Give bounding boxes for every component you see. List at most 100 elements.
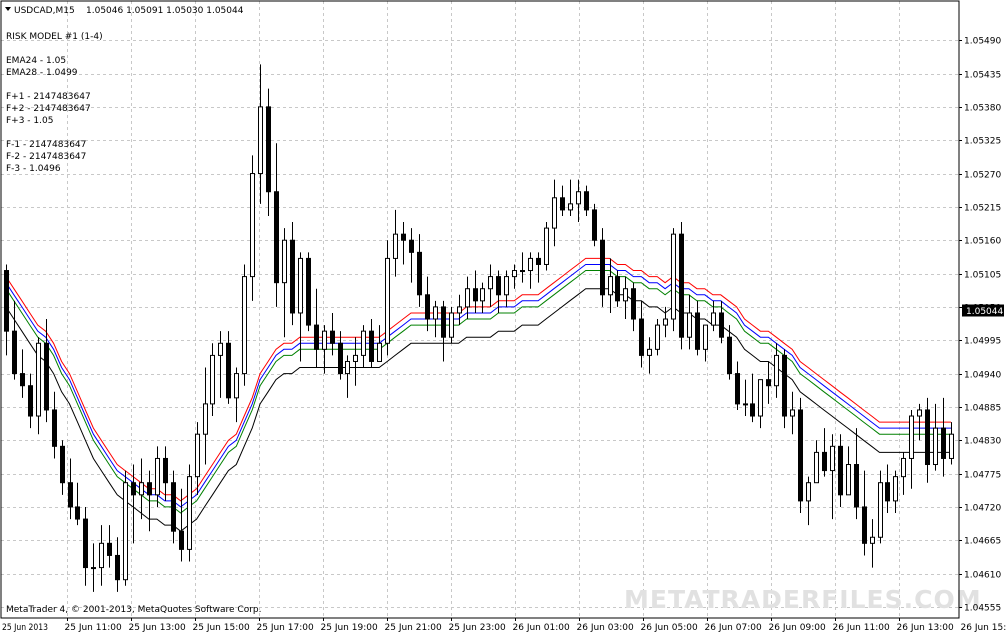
candle-body-bull [624,289,628,301]
candle-body-bull [775,355,779,385]
candle-body-bull [235,374,239,398]
candle-body-bear [799,410,803,501]
y-tick-label: 1.05380 [964,104,1001,114]
candle-body-bull [354,355,358,361]
x-tick-label: 26 Jun 03:00 [577,623,634,633]
y-tick-label: 1.04610 [964,571,1001,581]
candle-body-bear [426,295,430,319]
candle-body-bear [370,331,374,361]
candle-body-bear [291,240,295,313]
candle-body-bear [275,192,279,283]
x-tick-label: 26 Jun 15:00 [961,623,1006,633]
candle-body-bear [474,289,478,301]
candle-body-bear [418,252,422,294]
candle-body-bull [902,458,906,476]
candle [124,471,128,586]
candle-body-bull [831,446,835,470]
ema24-label: EMA24 - 1.05 [6,56,66,66]
candle-body-bull [910,416,914,458]
candle-body-bull [481,289,485,301]
ema28-label: EMA28 - 1.0499 [6,68,78,78]
f-minus-2-label: F-2 - 2147483647 [6,152,86,162]
x-tick-label-partial: 25 Jun 2013 [2,623,48,633]
candle-body-bear [767,380,771,386]
candle-body-bear [736,374,740,404]
x-tick-label: 26 Jun 01:00 [513,623,570,633]
y-tick-label: 1.05435 [964,71,1001,81]
y-tick-label: 1.04665 [964,537,1001,547]
y-tick-label: 1.04830 [964,437,1001,447]
candle-body-bull [513,271,517,277]
candle-body-bull [577,192,581,204]
candle-body-bull [489,277,493,289]
candle-body-bull [92,568,96,569]
candle-body-bear [823,452,827,470]
candle-body-bull [918,410,922,416]
x-tick-label: 26 Jun 05:00 [641,623,698,633]
candle-body-bull [815,452,819,482]
candle-body-bull [871,537,875,543]
x-tick-label: 25 Jun 23:00 [449,623,506,633]
candle-body-bull [664,319,668,325]
candle-body-bull [259,107,263,174]
candle-body-bull [124,483,128,580]
candle [545,222,549,270]
candle [307,252,311,331]
candle-body-bear [585,192,589,210]
candle-body-bear [116,555,120,579]
candle-body-bull [204,404,208,434]
candle-body-bear [863,507,867,543]
candle-body-bear [339,343,343,373]
candle-body-bear [410,240,414,252]
candle [672,228,676,331]
f-plus-3-label: F+3 - 1.05 [6,116,53,126]
candle-body-bull [521,271,525,272]
y-tick-label: 1.04775 [964,471,1001,481]
y-tick-label: 1.05215 [964,204,1001,214]
candle-body-bull [188,477,192,550]
candle-body-bull [807,483,811,501]
candle-body-bear [696,313,700,349]
candle-body-bull [211,355,215,403]
y-tick-label: 1.05270 [964,171,1001,181]
y-tick-label: 1.05490 [964,37,1001,47]
candle-body-bull [140,483,144,495]
x-tick-label: 26 Jun 07:00 [705,623,762,633]
watermark: METATRADERFILES.COM [624,585,982,614]
candle-body-bear [402,234,406,240]
y-tick-label: 1.04940 [964,371,1001,381]
candle-body-bull [712,313,716,325]
candle-body-bear [601,240,605,295]
candle-body-bull [950,434,954,458]
candle-body-bear [593,210,597,240]
ohlc-values: 1.05046 1.05091 1.05030 1.05044 [86,6,244,16]
candle-body-bear [45,343,49,410]
candle-body-bull [196,434,200,476]
x-tick-label: 25 Jun 17:00 [257,623,314,633]
candle-body-bull [251,174,255,277]
candle-body-bear [307,258,311,325]
f-minus-1-label: F-1 - 2147483647 [6,140,86,150]
y-tick-label: 1.04885 [964,404,1001,414]
symbol-label: USDCAD,M15 [14,6,75,16]
candle-body-bear [640,319,644,355]
current-price-label: 1.05044 [966,307,1003,317]
candle-body-bull [569,204,573,210]
candle-body-bear [561,198,565,210]
candle-body-bear [29,386,33,416]
candle-body-bull [704,325,708,349]
candle-body-bear [13,331,17,373]
candle-body-bull [299,258,303,313]
candle-body-bull [37,343,41,416]
candle-body-bear [148,483,152,495]
y-tick-label: 1.05160 [964,237,1001,247]
y-tick-label: 1.05105 [964,271,1001,281]
x-tick-label: 26 Jun 09:00 [769,623,826,633]
candle [601,228,605,307]
candle-body-bull [156,458,160,494]
x-tick-label: 25 Jun 15:00 [193,623,250,633]
candle-body-bear [926,410,930,465]
candle-body-bear [728,337,732,373]
copyright-label: MetaTrader 4, © 2001-2013, MetaQuotes So… [6,605,262,615]
